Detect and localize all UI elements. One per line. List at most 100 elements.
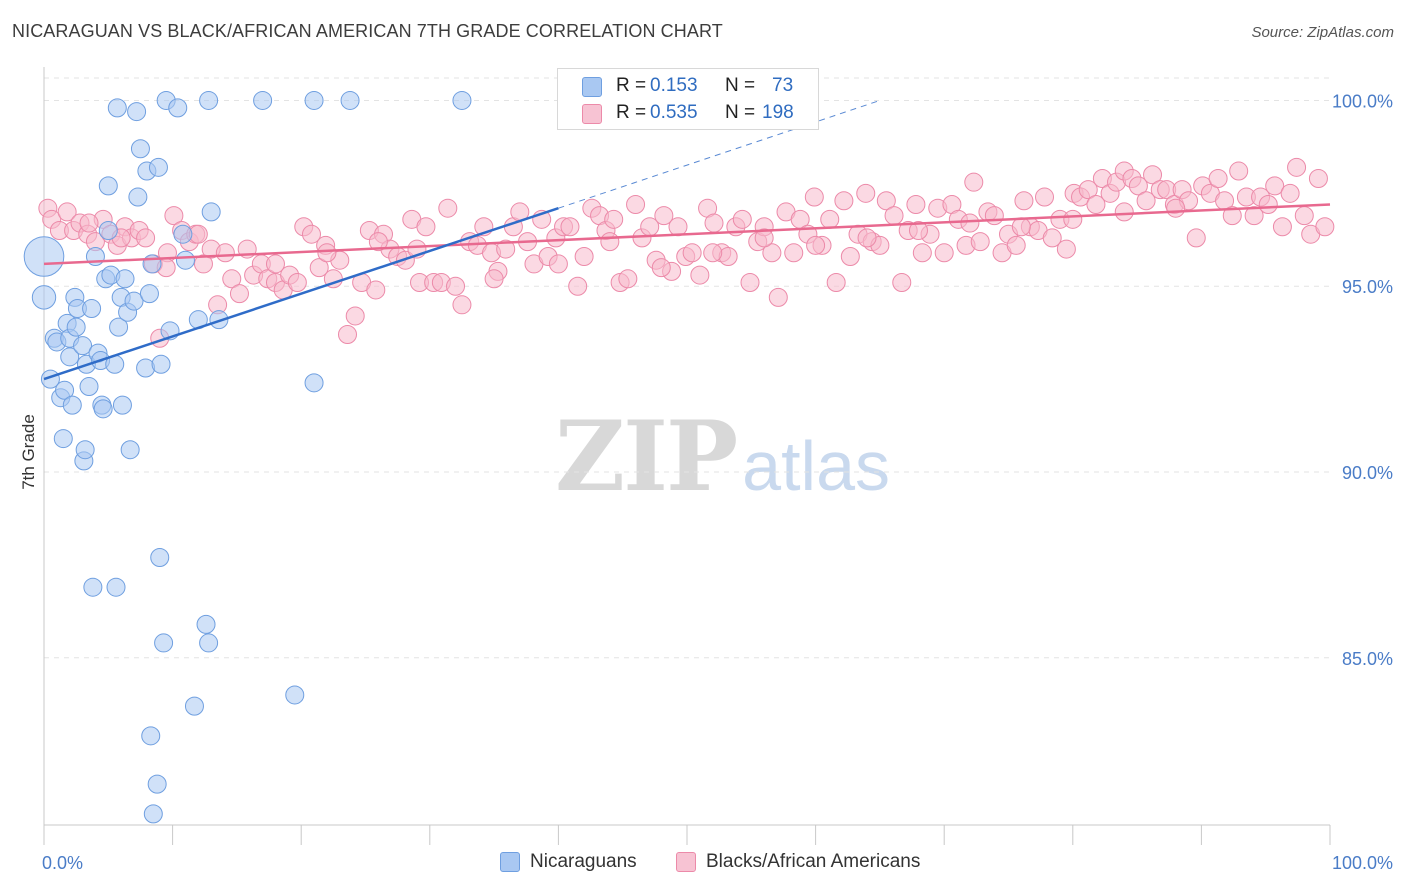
nicaraguan-point (55, 380, 75, 400)
nicaraguan-point (60, 347, 80, 367)
nicaraguan-point (115, 269, 135, 289)
black-african-american-point (1128, 176, 1148, 196)
nicaraguan-point (66, 317, 86, 337)
black-african-american-point (912, 243, 932, 263)
y-tick-label: 85.0% (1342, 649, 1393, 669)
nicaraguan-trend-line (43, 207, 559, 381)
nicaraguan-point (151, 354, 171, 374)
nicaraguan-point (184, 696, 204, 716)
nicaraguan-point (73, 336, 93, 356)
nicaraguan-point (62, 395, 82, 415)
nicaraguan-point (199, 633, 219, 653)
black-african-american-point (804, 187, 824, 207)
black-african-american-point (1006, 235, 1026, 255)
black-african-american-point (626, 194, 646, 214)
black-african-american-point (740, 273, 760, 293)
legend-r-value: 0.153 (650, 75, 698, 96)
black-african-american-point (704, 213, 724, 233)
y-tick-label: 100.0% (1332, 91, 1393, 111)
legend-item-nicaraguans[interactable]: Nicaraguans (500, 851, 637, 873)
black-african-american-point (1265, 176, 1285, 196)
black-african-american-point (1042, 228, 1062, 248)
black-african-american-point (496, 239, 516, 259)
black-african-american-point (193, 254, 213, 274)
black-african-american-point (366, 280, 386, 300)
nicaraguan-point (82, 299, 102, 319)
black-african-american-point (1208, 168, 1228, 188)
nicaraguan-point (209, 310, 229, 330)
black-african-american-point (768, 287, 788, 307)
black-african-american-point (1056, 239, 1076, 259)
axes (43, 67, 1331, 845)
nicaraguan-point (340, 90, 360, 110)
black-african-american-point (857, 228, 877, 248)
black-african-american-point (984, 206, 1004, 226)
nicaraguan-point (31, 285, 57, 310)
black-african-american-point (287, 273, 307, 293)
black-african-american-point (1011, 217, 1031, 237)
legend-swatch-nicaraguans (582, 77, 602, 97)
black-african-american-point (820, 209, 840, 229)
legend-swatch-blacks (582, 104, 602, 124)
black-african-american-point (1078, 180, 1098, 200)
legend-label-blacks: Blacks/African Americans (706, 851, 921, 872)
stats-legend: R = 0.153 N = 73 R = 0.535 N = 198 (557, 68, 819, 130)
black-african-american-point (690, 265, 710, 285)
black-african-american-point (222, 269, 242, 289)
black-african-american-point (856, 183, 876, 203)
trend-lines (43, 99, 1331, 381)
black-african-american-point (560, 217, 580, 237)
nicaraguan-point (201, 202, 221, 222)
black-african-american-point (964, 172, 984, 192)
black-african-american-point (682, 243, 702, 263)
nicaraguan-point (154, 633, 174, 653)
legend-item-blacks[interactable]: Blacks/African Americans (676, 851, 920, 873)
watermark-zip: ZIP (555, 400, 738, 513)
nicaraguan-point (253, 90, 273, 110)
black-african-american-point (337, 325, 357, 345)
black-african-american-point (908, 220, 928, 240)
nicaraguan-point (175, 250, 195, 270)
nicaraguan-point (112, 395, 132, 415)
black-african-american-point (970, 232, 990, 252)
nicaraguan-point (304, 90, 324, 110)
watermark: ZIPatlas (555, 400, 890, 513)
chart-title: NICARAGUAN VS BLACK/AFRICAN AMERICAN 7TH… (12, 21, 723, 41)
black-african-american-point (79, 213, 99, 233)
y-axis-label: 7th Grade (19, 414, 38, 490)
legend-r-label: R = (616, 102, 647, 123)
nicaraguan-point (199, 90, 219, 110)
black-african-american-point (1280, 183, 1300, 203)
legend-n-label: N = (725, 75, 756, 96)
black-african-american-point (604, 209, 624, 229)
y-tick-label: 90.0% (1342, 463, 1393, 483)
legend-n-value: 73 (772, 75, 794, 96)
nicaraguan-point (83, 577, 103, 597)
black-african-american-point (301, 224, 321, 244)
nicaraguan-point (143, 804, 163, 824)
nicaraguan-point (285, 685, 305, 705)
data-points (23, 90, 1335, 824)
nicaraguan-point (98, 220, 118, 240)
nicaraguan-point (79, 377, 99, 397)
nicaraguan-point (75, 440, 95, 460)
nicaraguan-point (130, 139, 150, 159)
nicaraguan-point (124, 291, 144, 311)
nicaraguan-point (127, 102, 147, 122)
black-african-american-point (906, 194, 926, 214)
black-african-american-point (732, 209, 752, 229)
black-african-american-point (568, 276, 588, 296)
black-african-american-point (1143, 165, 1163, 185)
nicaraguan-point (93, 399, 113, 419)
black-african-american-point (1114, 202, 1134, 222)
nicaraguan-point (120, 440, 140, 460)
nicaraguan-point (168, 98, 188, 118)
black-african-american-point (762, 243, 782, 263)
black-african-american-point (265, 254, 285, 274)
black-african-american-point (215, 243, 235, 263)
black-african-american-point (416, 217, 436, 237)
tick-labels: 100.0% 95.0% 90.0% 85.0% 0.0% 100.0% (42, 91, 1393, 873)
black-african-american-point (668, 217, 688, 237)
black-african-american-trend-line (43, 203, 1331, 266)
nicaraguan-point (53, 429, 73, 449)
